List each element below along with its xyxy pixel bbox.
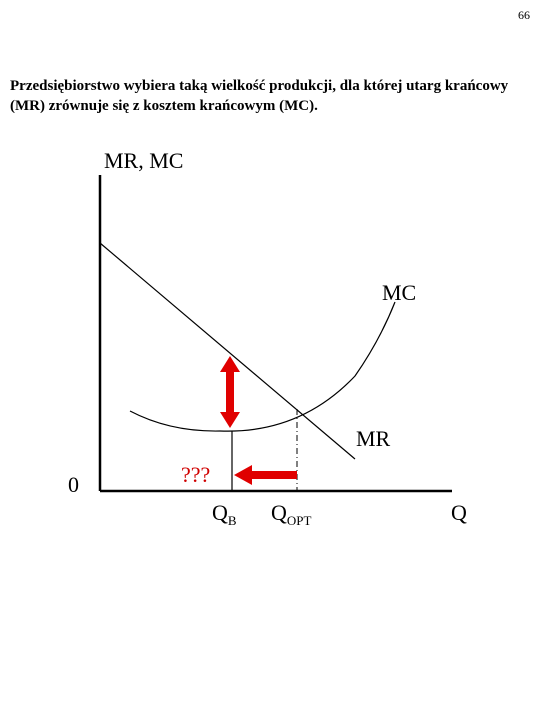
qopt-label: QOPT (271, 500, 312, 528)
shift-left-arrow (234, 465, 297, 485)
y-axis-label: MR, MC (104, 148, 183, 173)
mr-label: MR (356, 426, 391, 451)
origin-label: 0 (68, 472, 79, 497)
x-axis-label: Q (451, 500, 467, 525)
mc-label: MC (382, 280, 416, 305)
mr-curve (99, 242, 356, 460)
question-marks: ??? (181, 462, 210, 487)
mc-curve (129, 301, 396, 432)
page-number: 66 (518, 8, 530, 22)
statement-text: Przedsiębiorstwo wybiera taką wielkość p… (10, 78, 509, 114)
gap-double-arrow (220, 356, 240, 428)
qb-label: QB (212, 500, 237, 528)
